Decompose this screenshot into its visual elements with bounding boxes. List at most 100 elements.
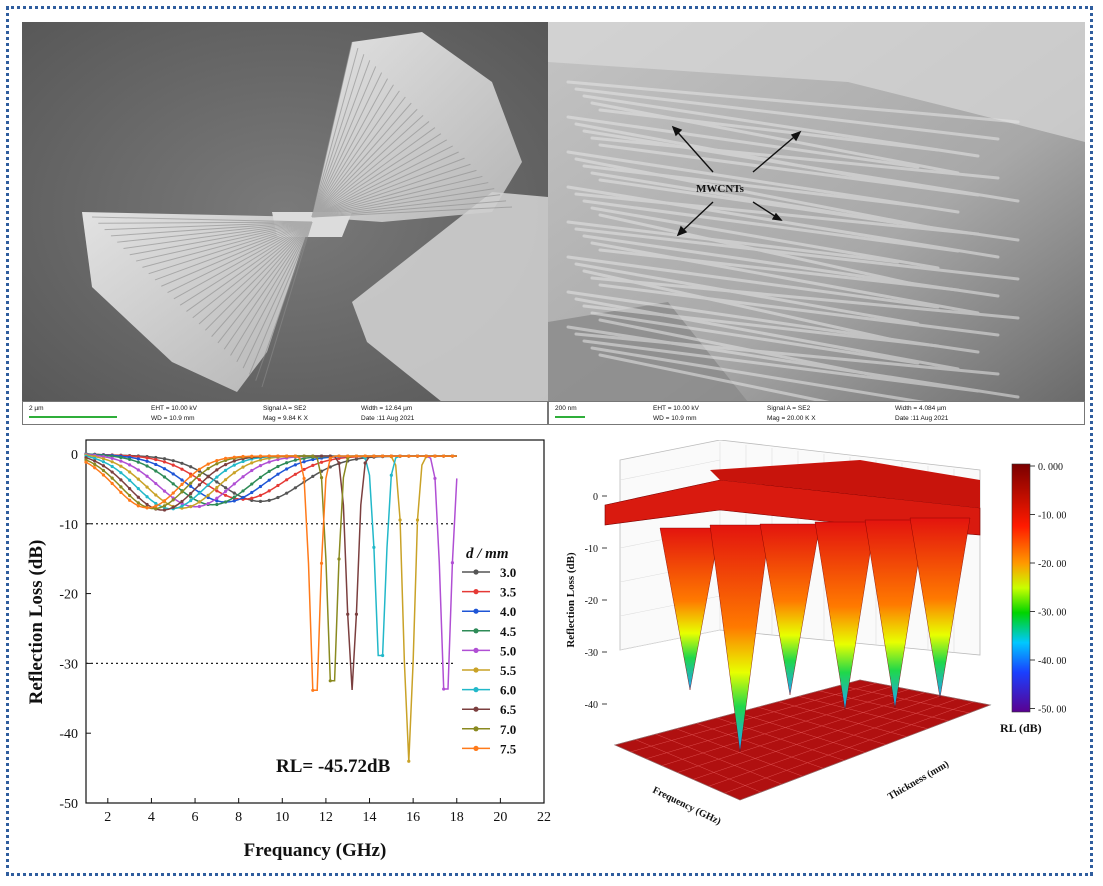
series-marker	[101, 473, 106, 477]
x-tick-label: 12	[319, 810, 333, 825]
series-marker	[110, 481, 114, 486]
series-marker	[189, 504, 193, 509]
series-marker	[162, 504, 167, 508]
series-marker	[232, 495, 236, 499]
series-marker	[119, 464, 123, 468]
series-marker	[145, 456, 149, 460]
series-marker	[215, 475, 219, 479]
series-marker	[285, 467, 289, 471]
series-marker	[154, 504, 158, 508]
series-marker	[415, 454, 420, 458]
series-marker	[450, 561, 454, 565]
series-marker	[110, 456, 114, 460]
series-marker	[180, 490, 184, 494]
mwcnts-label: MWCNTs	[696, 183, 745, 195]
series-marker	[319, 476, 324, 480]
wd-label: WD = 10.9 mm	[653, 415, 697, 422]
series-marker	[180, 499, 184, 504]
series-marker	[154, 457, 158, 462]
series-marker	[136, 504, 140, 508]
series-marker	[232, 491, 236, 495]
series-marker	[119, 485, 123, 489]
series-marker	[346, 454, 350, 458]
thickness-axis-label: Thickness (mm)	[886, 759, 951, 803]
series-marker	[162, 457, 167, 461]
series-marker	[258, 475, 263, 479]
series-marker	[84, 460, 88, 464]
series-marker	[241, 475, 245, 479]
y-tick-label: -20	[59, 588, 78, 603]
series-marker	[206, 493, 210, 497]
series-marker	[250, 461, 254, 465]
series-marker	[223, 493, 228, 497]
x-tick-label: 10	[275, 810, 289, 825]
colorbar-label: RL (dB)	[1000, 721, 1042, 735]
series-marker	[206, 475, 210, 479]
x-axis-label: Frequancy (GHz)	[244, 840, 387, 861]
mag-label: Mag = 9.84 K X	[263, 415, 308, 422]
series-marker	[363, 461, 367, 465]
x-tick-label: 14	[363, 810, 377, 825]
series-marker	[145, 464, 149, 468]
series-marker	[145, 506, 149, 510]
y-tick-label: -30	[59, 657, 78, 672]
series-marker	[119, 455, 123, 460]
series-marker	[197, 478, 202, 482]
series-marker	[267, 498, 271, 502]
series-marker	[424, 454, 428, 458]
series-marker	[110, 460, 114, 464]
series-marker	[285, 491, 289, 495]
sem-info-bar-left: 2 µm EHT = 10.00 kV WD = 10.9 mm Signal …	[22, 401, 548, 425]
series-marker	[223, 463, 228, 467]
series-marker	[84, 458, 88, 462]
series-marker	[302, 454, 306, 458]
series-marker	[180, 482, 184, 486]
legend-marker	[473, 608, 479, 614]
series-marker	[337, 557, 341, 561]
rl-surface-chart: 0 -10 -20 -30 -40 Reflection Loss (dB) Frequ…	[565, 440, 1066, 827]
series-marker	[293, 454, 297, 458]
colorbar-tick-label: -30. 00	[1038, 608, 1066, 619]
z-axis-label: Reflection Loss (dB)	[565, 552, 577, 648]
series-marker	[154, 501, 158, 506]
series-marker	[93, 456, 97, 461]
series-marker	[433, 476, 437, 481]
series-marker	[337, 461, 341, 465]
eht-label: EHT = 10.00 kV	[151, 405, 197, 412]
z-tick-label: -30	[585, 648, 598, 659]
legend: d / mm 3.0 3.5 4.0 4.5 5.0 5.5 6.0 6.5 7.0 7.5	[462, 546, 517, 756]
y-tick-label: 0	[71, 448, 78, 463]
series-marker	[189, 495, 193, 499]
series-marker	[381, 454, 385, 458]
series-marker	[311, 454, 315, 458]
eht-label: EHT = 10.00 kV	[653, 405, 699, 412]
series-marker	[258, 493, 263, 497]
scale-label: 2 µm	[29, 405, 44, 412]
series-marker	[276, 464, 280, 469]
x-tick-label: 20	[493, 810, 507, 825]
series-marker	[145, 495, 149, 499]
series-marker	[171, 491, 175, 495]
series-marker	[119, 478, 123, 482]
sem-image-mwcnts: MWCNTs	[548, 22, 1085, 402]
scale-label: 200 nm	[555, 405, 577, 412]
surface-dip	[759, 523, 821, 696]
y-axis-ticks: 0 -10 -20 -30 -40 -50	[59, 448, 91, 812]
series-marker	[450, 454, 454, 458]
legend-marker	[473, 647, 479, 653]
series-marker	[154, 506, 158, 511]
series-marker	[258, 499, 263, 503]
annotation-arrows	[671, 125, 802, 237]
series-marker	[258, 463, 263, 468]
series-marker	[223, 500, 228, 504]
series-marker	[171, 498, 175, 502]
colorbar-ticks: 0. 000 -10. 00 -20. 00 -30. 00 -40. 00 -50. 0…	[1030, 462, 1066, 716]
series-marker	[354, 457, 359, 461]
series-marker	[136, 477, 140, 481]
legend-entry: 3.5	[500, 585, 517, 600]
x-tick-label: 4	[148, 810, 155, 825]
series-marker	[232, 459, 236, 463]
series-marker	[128, 493, 132, 498]
series-marker	[93, 459, 97, 463]
series-marker	[145, 502, 149, 507]
